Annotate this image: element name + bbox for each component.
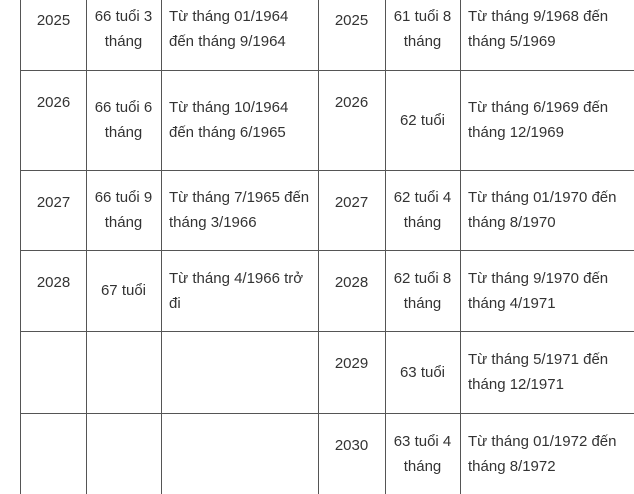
year-text: 2027 bbox=[36, 194, 71, 211]
period-text: Từ tháng 01/1970 đến tháng 8/1970 bbox=[468, 189, 617, 231]
age-text: 62 tuổi bbox=[399, 111, 446, 129]
period-cell: Từ tháng 01/1970 đến tháng 8/1970 bbox=[460, 170, 634, 251]
year-cell: 2027 bbox=[20, 170, 87, 251]
period-text: Từ tháng 01/1972 đến tháng 8/1972 bbox=[468, 433, 617, 475]
year-text: 2026 bbox=[334, 94, 369, 111]
age-text: 66 tuổi 9 tháng bbox=[94, 189, 153, 231]
age-text: 63 tuổi bbox=[399, 363, 446, 381]
year-cell: 2025 bbox=[318, 0, 386, 71]
period-cell: Từ tháng 01/1972 đến tháng 8/1972 bbox=[460, 413, 634, 494]
year-cell: 2030 bbox=[318, 413, 386, 494]
age-cell: 66 tuổi 3 tháng bbox=[86, 0, 162, 71]
year-cell: 2025 bbox=[20, 0, 87, 71]
year-text: 2030 bbox=[334, 437, 369, 454]
year-cell: 2028 bbox=[20, 250, 87, 332]
age-text: 66 tuổi 3 tháng bbox=[94, 8, 153, 50]
year-text: 2025 bbox=[36, 12, 71, 29]
year-text: 2029 bbox=[334, 355, 369, 372]
year-text: 2028 bbox=[334, 274, 369, 291]
period-cell: Từ tháng 7/1965 đến tháng 3/1966 bbox=[161, 170, 319, 251]
age-cell: 66 tuổi 9 tháng bbox=[86, 170, 162, 251]
period-text: Từ tháng 7/1965 đến tháng 3/1966 bbox=[169, 189, 310, 231]
period-cell: Từ tháng 4/1966 trở đi bbox=[161, 250, 319, 332]
period-text: Từ tháng 9/1968 đến tháng 5/1969 bbox=[468, 8, 609, 50]
age-cell bbox=[86, 331, 162, 414]
period-cell bbox=[161, 331, 319, 414]
age-cell bbox=[86, 413, 162, 494]
age-cell: 62 tuổi 8 tháng bbox=[385, 250, 461, 332]
period-text: Từ tháng 01/1964 đến tháng 9/1964 bbox=[169, 8, 289, 50]
age-cell: 62 tuổi bbox=[385, 70, 461, 171]
age-cell: 61 tuổi 8 tháng bbox=[385, 0, 461, 71]
period-cell: Từ tháng 6/1969 đến tháng 12/1969 bbox=[460, 70, 634, 171]
year-text: 2028 bbox=[36, 274, 71, 291]
year-cell: 2028 bbox=[318, 250, 386, 332]
age-text: 62 tuổi 8 tháng bbox=[393, 269, 452, 312]
age-text: 63 tuổi 4 tháng bbox=[393, 433, 452, 475]
period-cell: Từ tháng 01/1964 đến tháng 9/1964 bbox=[161, 0, 319, 71]
period-text: Từ tháng 6/1969 đến tháng 12/1969 bbox=[468, 99, 609, 141]
year-cell: 2029 bbox=[318, 331, 386, 414]
age-text: 61 tuổi 8 tháng bbox=[393, 8, 452, 50]
age-cell: 66 tuổi 6 tháng bbox=[86, 70, 162, 171]
period-text: Từ tháng 5/1971 đến tháng 12/1971 bbox=[468, 351, 609, 393]
age-cell: 67 tuổi bbox=[86, 250, 162, 332]
period-cell: Từ tháng 9/1970 đến tháng 4/1971 bbox=[460, 250, 634, 332]
period-cell: Từ tháng 10/1964 đến tháng 6/1965 bbox=[161, 70, 319, 171]
year-text: 2026 bbox=[36, 94, 71, 111]
year-text: 2027 bbox=[334, 194, 369, 211]
year-cell: 2026 bbox=[318, 70, 386, 171]
year-text: 2025 bbox=[334, 12, 369, 29]
period-cell: Từ tháng 5/1971 đến tháng 12/1971 bbox=[460, 331, 634, 414]
period-text: Từ tháng 10/1964 đến tháng 6/1965 bbox=[169, 99, 289, 141]
period-text: Từ tháng 4/1966 trở đi bbox=[169, 269, 304, 312]
age-text: 66 tuổi 6 tháng bbox=[94, 99, 153, 141]
age-cell: 62 tuổi 4 tháng bbox=[385, 170, 461, 251]
age-cell: 63 tuổi 4 tháng bbox=[385, 413, 461, 494]
period-cell bbox=[161, 413, 319, 494]
year-cell: 2027 bbox=[318, 170, 386, 251]
period-cell: Từ tháng 9/1968 đến tháng 5/1969 bbox=[460, 0, 634, 71]
year-cell bbox=[20, 413, 87, 494]
age-text: 62 tuổi 4 tháng bbox=[393, 189, 452, 231]
year-cell bbox=[20, 331, 87, 414]
period-text: Từ tháng 9/1970 đến tháng 4/1971 bbox=[468, 269, 609, 312]
age-cell: 63 tuổi bbox=[385, 331, 461, 414]
age-text: 67 tuổi bbox=[100, 282, 147, 299]
year-cell: 2026 bbox=[20, 70, 87, 171]
